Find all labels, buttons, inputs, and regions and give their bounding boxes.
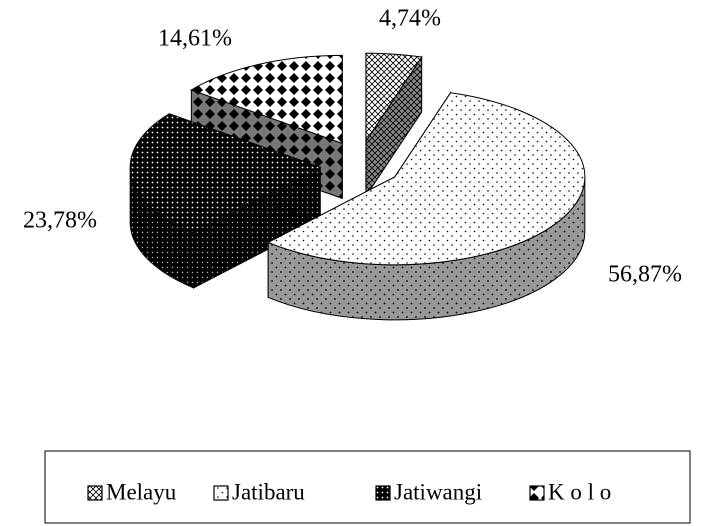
legend-swatch [529, 485, 545, 501]
slice [190, 54, 343, 145]
slice [129, 113, 322, 234]
slice [129, 113, 322, 289]
legend-swatch [87, 485, 103, 501]
data-label: 4,74% [379, 6, 441, 32]
slice [365, 52, 423, 143]
legend-label: Melayu [106, 479, 177, 504]
legend-swatch [375, 485, 391, 501]
legend-label: Jatiwangi [394, 479, 482, 504]
slice [365, 52, 423, 198]
legend-box [44, 450, 691, 524]
pie [129, 52, 586, 321]
slice [267, 92, 586, 266]
slice [267, 91, 586, 321]
legend-swatch [213, 485, 229, 501]
legend-label: Jatibaru [232, 479, 305, 504]
data-label: 56,87% [608, 262, 682, 288]
legend-label: K o l o [548, 479, 611, 504]
legend: Melayu Jatibaru Jatiwangi K o l o [87, 479, 611, 504]
data-label: 14,61% [158, 26, 232, 52]
data-label: 23,78% [23, 208, 97, 234]
